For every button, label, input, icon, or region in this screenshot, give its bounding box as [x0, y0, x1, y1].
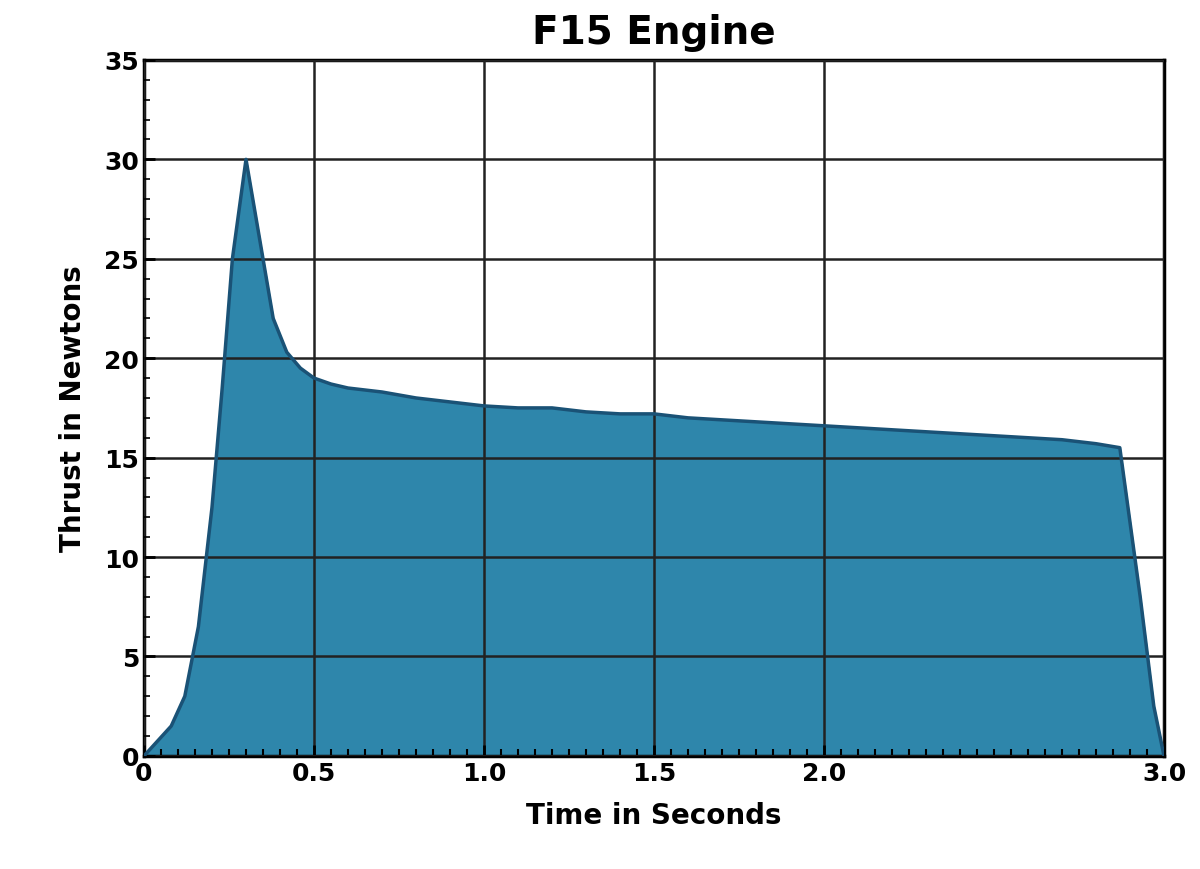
X-axis label: Time in Seconds: Time in Seconds: [527, 801, 781, 830]
Y-axis label: Thrust in Newtons: Thrust in Newtons: [60, 265, 88, 552]
Title: F15 Engine: F15 Engine: [532, 14, 776, 52]
